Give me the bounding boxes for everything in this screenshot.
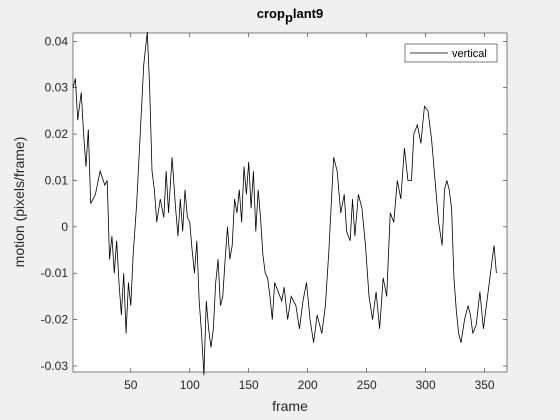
x-tick-label: 100	[180, 378, 200, 392]
y-tick-label: -0.03	[41, 359, 69, 373]
y-axis-label: motion (pixels/frame)	[11, 137, 27, 268]
line-series	[72, 32, 497, 376]
x-tick-label: 200	[298, 378, 318, 392]
y-tick-label: 0	[61, 220, 68, 234]
legend-label: vertical	[452, 48, 487, 60]
y-tick-label: 0.03	[45, 81, 69, 95]
x-axis-label: frame	[272, 398, 308, 414]
plot-area	[72, 32, 508, 373]
y-tick-label: 0.04	[45, 34, 69, 48]
chart-title: cropplant9	[257, 6, 323, 25]
x-tick-label: 50	[124, 378, 138, 392]
y-tick-label: -0.02	[41, 313, 69, 327]
y-tick-label: 0.02	[45, 127, 69, 141]
y-tick-label: -0.01	[41, 266, 69, 280]
x-tick-label: 150	[239, 378, 259, 392]
y-tick-label: 0.01	[45, 173, 69, 187]
x-tick-label: 250	[357, 378, 377, 392]
x-tick-label: 350	[475, 378, 495, 392]
x-tick-label: 300	[416, 378, 436, 392]
legend-box	[404, 43, 498, 63]
